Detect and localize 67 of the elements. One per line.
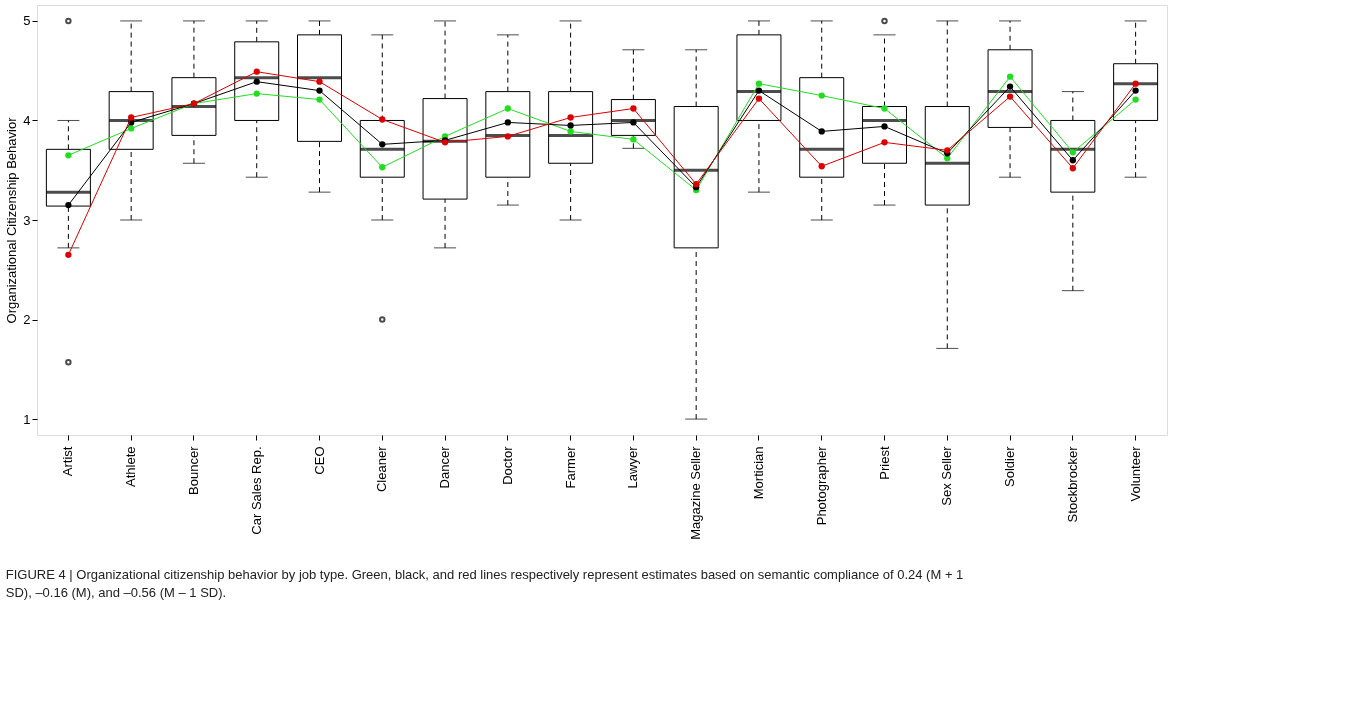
point xyxy=(504,119,511,126)
y-axis-title: Organizational Citizenship Behavior xyxy=(4,116,20,324)
y-tick-label: 5 xyxy=(23,13,31,29)
point xyxy=(1006,83,1014,90)
point xyxy=(881,123,888,130)
point xyxy=(316,87,323,94)
point xyxy=(630,105,637,112)
point xyxy=(881,105,888,112)
x-tick-label: Priest xyxy=(876,446,892,480)
point xyxy=(316,78,323,85)
point xyxy=(567,128,574,135)
point xyxy=(253,78,260,85)
point xyxy=(755,87,763,94)
point xyxy=(128,114,135,121)
x-tick-label: Bouncer xyxy=(185,445,201,495)
x-tick-label: Farmer xyxy=(562,445,578,489)
y-tick-label: 3 xyxy=(23,212,31,228)
point xyxy=(316,96,323,103)
point xyxy=(630,136,637,143)
point xyxy=(128,125,135,132)
point xyxy=(253,68,260,75)
point xyxy=(1132,80,1139,87)
x-tick-label: Volunteer xyxy=(1127,445,1143,502)
x-tick-label: CEO xyxy=(311,446,327,475)
y-tick-label: 2 xyxy=(23,312,31,328)
point xyxy=(1069,149,1076,156)
x-tick-label: Lawyer xyxy=(625,445,641,489)
point xyxy=(567,122,574,129)
x-tick-label: Car Sales Rep. xyxy=(248,446,264,535)
point xyxy=(567,114,574,121)
x-tick-label: Cleaner xyxy=(374,445,390,493)
point xyxy=(1069,165,1076,172)
point xyxy=(1132,87,1139,94)
x-tick-label: Dancer xyxy=(437,445,453,489)
point xyxy=(818,92,825,99)
point xyxy=(379,116,386,123)
point xyxy=(1069,157,1076,164)
x-tick-label: Soldier xyxy=(1002,445,1018,487)
caption: FIGURE 4 | Organizational citizenship behavior by job type. Green, black, and red lines respectively represent estimates based on semantic compliance of 0.24 (M + 1 SD), –0.16 (M), and –0.56 (M – 1 SD). xyxy=(5,567,964,601)
point xyxy=(944,155,951,162)
point xyxy=(881,139,888,146)
point xyxy=(1006,93,1014,100)
point xyxy=(253,90,260,97)
point xyxy=(818,128,825,135)
point xyxy=(65,251,72,258)
point xyxy=(504,105,511,112)
point xyxy=(65,152,72,159)
x-tick-label: Athlete xyxy=(123,446,139,487)
point xyxy=(504,133,511,140)
point xyxy=(65,201,72,209)
point xyxy=(755,80,763,87)
point xyxy=(755,95,763,102)
point xyxy=(818,163,825,170)
x-tick-label: Artist xyxy=(60,446,76,477)
y-tick-label: 4 xyxy=(23,112,31,128)
point xyxy=(1006,73,1014,80)
x-tick-label: Magazine Seller xyxy=(688,445,704,540)
x-tick-label: Stockbrocker xyxy=(1064,445,1080,523)
point xyxy=(379,164,386,171)
point xyxy=(379,141,386,148)
x-tick-label: Photographer xyxy=(813,445,829,526)
point xyxy=(1132,96,1139,103)
point xyxy=(630,119,637,126)
x-tick-label: Sex Seller xyxy=(939,445,955,506)
x-tick-label: Mortician xyxy=(750,446,766,500)
y-tick-label: 1 xyxy=(23,411,31,427)
x-tick-label: Doctor xyxy=(499,445,515,485)
